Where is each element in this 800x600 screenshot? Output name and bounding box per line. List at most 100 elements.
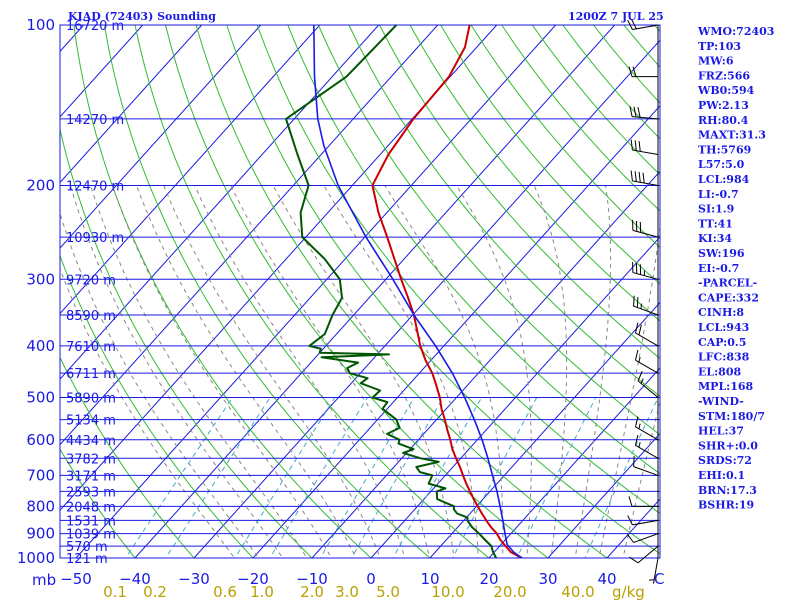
temperature-axis-end-label: C <box>654 570 664 588</box>
wind-barb <box>630 139 659 156</box>
wind-barb-feather <box>634 349 639 361</box>
wind-barb-staff <box>632 519 659 526</box>
mixing-ratio-line <box>584 397 659 558</box>
dry-adiabat <box>379 25 660 360</box>
mixing-ratio-label: 10.0 <box>431 583 464 600</box>
wind-barb <box>626 533 659 543</box>
wind-barb-feather <box>627 19 633 30</box>
sounding-stat: MAXT:31.3 <box>698 129 766 142</box>
isotherm-line <box>429 301 660 558</box>
mixing-ratio-unit-label: g/kg <box>612 583 645 600</box>
pressure-tick-label: 200 <box>26 176 55 194</box>
isotherm-line <box>370 236 660 558</box>
mixing-ratio-label: 3.0 <box>335 583 359 600</box>
mixing-ratio-label: 1.0 <box>250 583 274 600</box>
sounding-stat: L57:5.0 <box>698 158 745 171</box>
wind-barb-feather <box>628 66 633 77</box>
wind-barb-feather <box>634 435 639 446</box>
wind-barb-staff <box>632 180 659 186</box>
height-label: 9720 m <box>66 273 116 288</box>
wind-barb-half-feather <box>638 356 641 363</box>
wind-barb-staff <box>633 533 659 543</box>
isotherm-line <box>60 25 262 249</box>
wind-barb <box>634 435 659 459</box>
sounding-stat: SW:196 <box>698 247 745 260</box>
isotherm-line <box>60 25 380 380</box>
sounding-stat: WB0:594 <box>697 84 755 97</box>
moist-adiabat <box>163 185 381 558</box>
wind-barb-feather <box>633 295 635 307</box>
moist-adiabat <box>272 185 455 558</box>
wind-barb-staff <box>632 24 659 31</box>
chart-title-station: KIAD (72403) Sounding <box>68 10 216 23</box>
moist-adiabat <box>598 222 660 558</box>
dry-adiabat <box>287 25 660 475</box>
height-label: 2048 m <box>66 500 116 515</box>
wind-barb-feather <box>630 170 633 181</box>
wind-barb-feather <box>629 106 633 117</box>
dry-adiabat <box>440 25 660 285</box>
wind-barb-feather <box>631 19 637 30</box>
wind-barb-feather <box>630 139 633 151</box>
moist-adiabat <box>60 211 260 558</box>
pressure-tick-label: 800 <box>26 497 55 515</box>
wind-barb <box>633 456 659 476</box>
mixing-ratio-line <box>516 397 597 558</box>
dry-adiabat <box>165 25 549 558</box>
height-label: 8590 m <box>66 309 116 324</box>
moist-adiabat <box>323 185 479 558</box>
moist-adiabat <box>456 185 532 558</box>
isotherm-line <box>134 25 616 558</box>
wind-barb-feather <box>637 106 641 118</box>
wind-barb-half-feather <box>638 442 641 448</box>
pressure-tick-label: 400 <box>26 337 55 355</box>
moist-adiabat <box>384 185 504 558</box>
wind-barb <box>632 262 659 280</box>
dry-adiabat <box>60 448 136 558</box>
sounding-stat: TP:103 <box>698 40 741 53</box>
isotherm-line <box>60 25 144 118</box>
mixing-ratio-line <box>234 397 336 558</box>
isotherm-line <box>547 432 660 558</box>
mixing-ratio-label: 2.0 <box>300 583 324 600</box>
wind-barb <box>629 545 659 564</box>
isotherm-line <box>60 25 203 184</box>
wind-barb <box>628 66 658 78</box>
sounding-stat: HEL:37 <box>698 425 744 438</box>
wind-barb-half-feather <box>640 378 644 384</box>
sounding-stat: LCL:943 <box>698 321 749 334</box>
isotherm-line <box>60 25 439 446</box>
wind-barb <box>634 349 659 374</box>
dry-adiabat <box>348 25 660 398</box>
wind-barb-feather <box>637 371 643 382</box>
wind-barb <box>632 219 659 238</box>
sounding-stat: CINH:8 <box>698 306 744 319</box>
pressure-tick-label: 700 <box>26 466 55 484</box>
wind-barb-staff <box>637 380 659 398</box>
temperature-tick-label: −30 <box>178 570 210 588</box>
wind-barb-feather <box>638 140 641 152</box>
moist-adiabat <box>574 185 612 558</box>
mixing-ratio-line <box>269 397 368 558</box>
moist-adiabat <box>533 185 568 558</box>
sounding-stat: SHR+:0.0 <box>698 439 758 452</box>
parcel-path-line <box>313 25 523 558</box>
wind-barb-feather <box>632 66 637 77</box>
wind-barb-feather <box>627 515 633 526</box>
height-label: 570 m <box>66 540 108 555</box>
plot-frame <box>59 24 661 559</box>
height-label: 3782 m <box>66 452 116 467</box>
height-label: 3171 m <box>66 469 116 484</box>
pressure-tick-label: 900 <box>26 525 55 543</box>
pressure-tick-label: 300 <box>26 270 55 288</box>
isotherm-line <box>75 25 557 558</box>
wind-barb <box>628 496 658 507</box>
wind-barb <box>629 106 659 120</box>
wind-barb <box>648 557 659 584</box>
sounding-stat: LCL:984 <box>698 173 750 186</box>
height-label: 10930 m <box>66 231 124 246</box>
wind-barb <box>627 19 659 31</box>
pressure-tick-label: 500 <box>26 389 55 407</box>
wind-barb-staff <box>635 444 659 459</box>
wind-barb <box>634 322 659 347</box>
